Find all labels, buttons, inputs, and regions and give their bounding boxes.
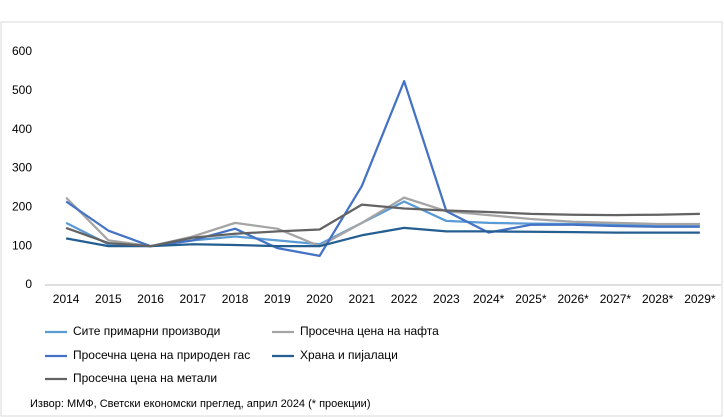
legend-label: Сите примарни производи: [73, 324, 220, 338]
x-tick-label: 2022: [391, 292, 418, 306]
x-tick-label: 2023: [433, 292, 460, 306]
x-tick-label: 2017: [180, 292, 207, 306]
series-line: [65, 80, 700, 257]
x-tick-label: 2018: [222, 292, 249, 306]
x-tick-label: 2028*: [642, 292, 674, 306]
x-tick-label: 2024*: [473, 292, 505, 306]
series-line: [65, 226, 700, 248]
series-line: [65, 196, 700, 248]
x-tick-label: 2021: [349, 292, 376, 306]
legend-label: Храна и пијалаци: [300, 348, 398, 362]
y-tick-label: 600: [12, 44, 32, 58]
x-tick-label: 2026*: [557, 292, 589, 306]
series-line: [65, 200, 700, 248]
source: Извор: ММФ, Светски економски преглед, а…: [30, 398, 370, 410]
y-tick-label: 0: [25, 277, 32, 291]
x-tick-label: 2027*: [600, 292, 632, 306]
y-tick-label: 400: [12, 122, 32, 136]
legend-label: Просечна цена на нафта: [300, 324, 439, 338]
x-tick-label: 2016: [137, 292, 164, 306]
chart-border: [0, 21, 723, 417]
series-line: [65, 203, 700, 248]
x-tick-label: 2015: [95, 292, 122, 306]
legend-label: Просечна цена на природен гас: [73, 348, 250, 362]
y-tick-label: 100: [12, 238, 32, 252]
y-tick-label: 500: [12, 83, 32, 97]
x-tick-label: 2020: [306, 292, 333, 306]
x-tick-label: 2025*: [515, 292, 547, 306]
x-tick-label: 2014: [53, 292, 80, 306]
legend-label: Просечна цена на метали: [73, 371, 217, 385]
y-tick-label: 300: [12, 161, 32, 175]
x-tick-label: 2019: [264, 292, 291, 306]
x-tick-label: 2029*: [684, 292, 716, 306]
y-tick-label: 200: [12, 200, 32, 214]
